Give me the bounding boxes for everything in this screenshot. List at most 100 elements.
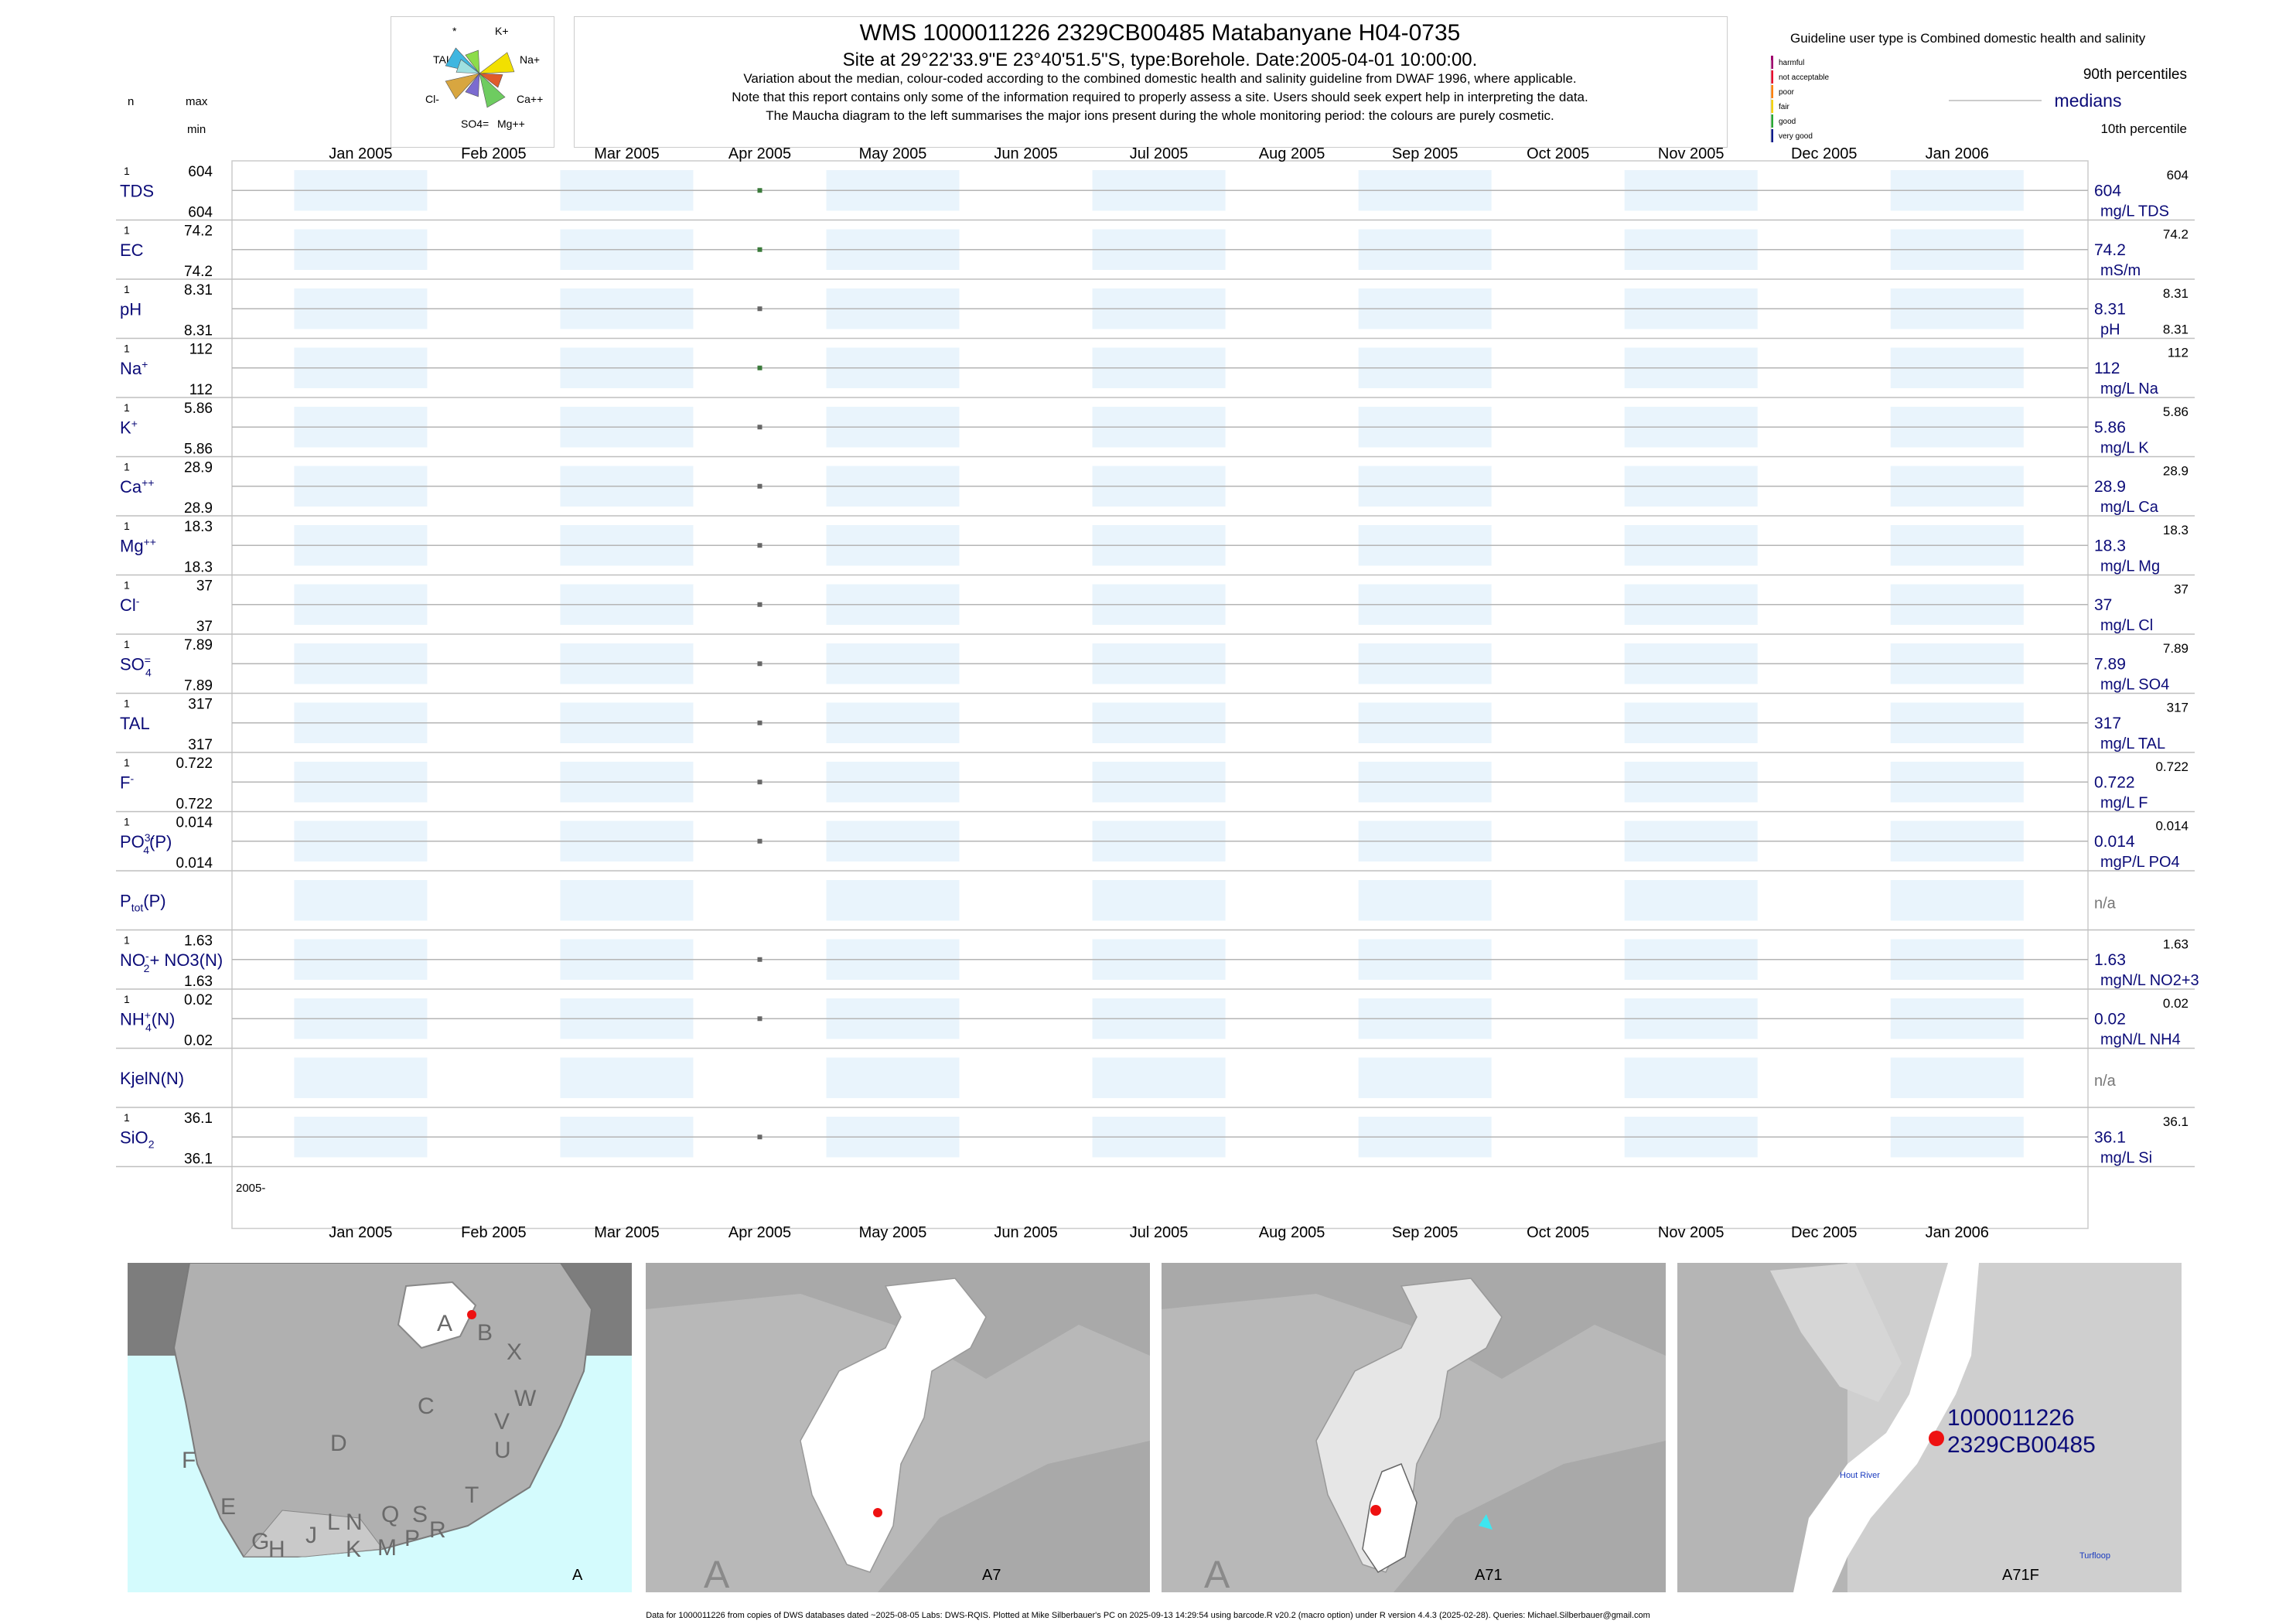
plot-frame: [231, 160, 2089, 1230]
page-title: WMS 1000011226 2329CB00485 Matabanyane H…: [859, 20, 1461, 46]
median-value: 37: [2094, 596, 2112, 614]
min-value: 0.014: [176, 855, 213, 872]
map-a7: A A7: [646, 1263, 1150, 1592]
median-value: 1.63: [2094, 951, 2126, 969]
legend-swatch: [1771, 85, 1773, 98]
max-value: 7.89: [184, 637, 213, 653]
month-label-bottom: Mar 2005: [594, 1224, 660, 1241]
count-n: 1: [124, 816, 130, 828]
legend-medians: medians: [2055, 90, 2122, 111]
parameter-label: F-: [120, 772, 134, 792]
drainage-region-letter: H: [268, 1537, 285, 1562]
p10-value: 8.31: [2163, 322, 2189, 337]
month-label-top: Jun 2005: [994, 145, 1057, 162]
river-label-1: Hout River: [1840, 1471, 1880, 1480]
legend-class-label: not acceptable: [1779, 73, 1829, 82]
median-value: 8.31: [2094, 300, 2126, 318]
min-value: 0.722: [176, 797, 213, 813]
month-label-bottom: Jul 2005: [1130, 1224, 1189, 1241]
max-value: 0.02: [184, 992, 213, 1008]
sample-point: [757, 365, 762, 370]
unit-label: mg/L TAL: [2100, 735, 2165, 752]
parameter-label: SO= 4: [120, 653, 152, 678]
unit-label: mg/L Mg: [2100, 558, 2160, 575]
month-label-top: Aug 2005: [1259, 145, 1325, 162]
max-value: 604: [188, 164, 213, 180]
count-n: 1: [124, 993, 130, 1005]
sample-point: [757, 247, 762, 252]
max-value: 317: [188, 697, 213, 713]
maucha-petal: [465, 73, 480, 97]
sample-point: [757, 661, 762, 667]
max-value: 28.9: [184, 460, 213, 476]
unit-label: mgP/L PO4: [2100, 854, 2180, 871]
count-n: 1: [124, 579, 130, 592]
month-label-bottom: Sep 2005: [1392, 1224, 1458, 1241]
max-value: 37: [196, 578, 213, 595]
unit-label: mS/m: [2100, 262, 2141, 279]
parameter-label: Ptot(P): [120, 891, 166, 913]
min-value: 18.3: [184, 560, 213, 576]
parameter-label: TAL: [120, 714, 150, 733]
median-value: 7.89: [2094, 655, 2126, 673]
map3-caption: A71: [1475, 1567, 1503, 1584]
p90-value: 8.31: [2163, 286, 2189, 301]
maucha-label: Ca++: [517, 93, 543, 105]
max-value: 5.86: [184, 401, 213, 417]
unit-label: mg/L Cl: [2100, 617, 2153, 634]
unit-label: mg/L Ca: [2100, 499, 2159, 516]
map4-caption: A71F: [2002, 1567, 2039, 1584]
month-label-top: Jul 2005: [1130, 145, 1189, 162]
map3-corner-letter: A: [1204, 1553, 1230, 1592]
drainage-region-letter: D: [330, 1431, 347, 1456]
min-value: 604: [188, 205, 213, 221]
month-shade: [1358, 880, 1492, 921]
sample-point: [757, 780, 762, 785]
maucha-label: SO4=: [461, 118, 489, 130]
p90-value: 0.02: [2163, 996, 2189, 1011]
map-a71f-svg: 1000011226 2329CB00485 Hout River Turflo…: [1677, 1263, 2110, 1592]
min-value: 37: [196, 619, 213, 635]
drainage-region-letter: A: [437, 1311, 452, 1336]
month-shade: [1092, 880, 1226, 921]
month-label-top: Oct 2005: [1527, 145, 1589, 162]
count-n: 1: [124, 1111, 130, 1124]
parameter-label: KjelN(N): [120, 1069, 184, 1088]
page-subtitle: Site at 29°22'33.9"E 23°40'51.5"S, type:…: [842, 49, 1478, 70]
parameter-label: NO-2+ NO3(N): [120, 950, 223, 974]
min-value: 36.1: [184, 1151, 213, 1168]
month-label-top: Sep 2005: [1392, 145, 1458, 162]
note-line-3: The Maucha diagram to the left summarise…: [766, 108, 1554, 123]
max-value: 112: [189, 342, 213, 358]
month-label-bottom: Jun 2005: [994, 1224, 1057, 1241]
min-value: 7.89: [184, 678, 213, 694]
parameter-label: NH+ 4(N): [120, 1008, 175, 1033]
month-shade: [294, 880, 428, 921]
month-shade: [826, 1057, 960, 1098]
p90-value: 112: [2168, 346, 2189, 360]
maucha-petal: [479, 73, 503, 88]
median-value: 28.9: [2094, 478, 2126, 496]
p90-value: 37: [2174, 582, 2189, 597]
month-label-bottom: Oct 2005: [1527, 1224, 1589, 1241]
maucha-diagram-panel: [391, 16, 554, 148]
sample-point: [757, 306, 762, 312]
legend-class-label: good: [1779, 118, 1796, 126]
drainage-region-letter: U: [494, 1438, 511, 1463]
min-value: 112: [189, 382, 213, 398]
month-shade: [560, 880, 694, 921]
parameter-label: Ca++: [120, 476, 154, 496]
note-line-1: Variation about the median, colour-coded…: [743, 71, 1577, 86]
sample-point: [757, 1134, 762, 1140]
title-panel: [574, 16, 1728, 148]
p90-value: 5.86: [2163, 404, 2189, 419]
month-label-top: Jan 2005: [329, 145, 392, 162]
drainage-region-letter: J: [305, 1523, 317, 1548]
max-value: 8.31: [184, 282, 213, 299]
min-value: 317: [188, 737, 213, 753]
sample-point: [757, 543, 762, 548]
count-n: 1: [124, 461, 130, 473]
barcode-chart: * K+ TAL Na+ Cl- Ca++ SO4= Mg++ n max min harmful no…: [116, 25, 2199, 1241]
parameter-label: Mg++: [120, 535, 156, 555]
legend-class-label: fair: [1779, 103, 1790, 111]
